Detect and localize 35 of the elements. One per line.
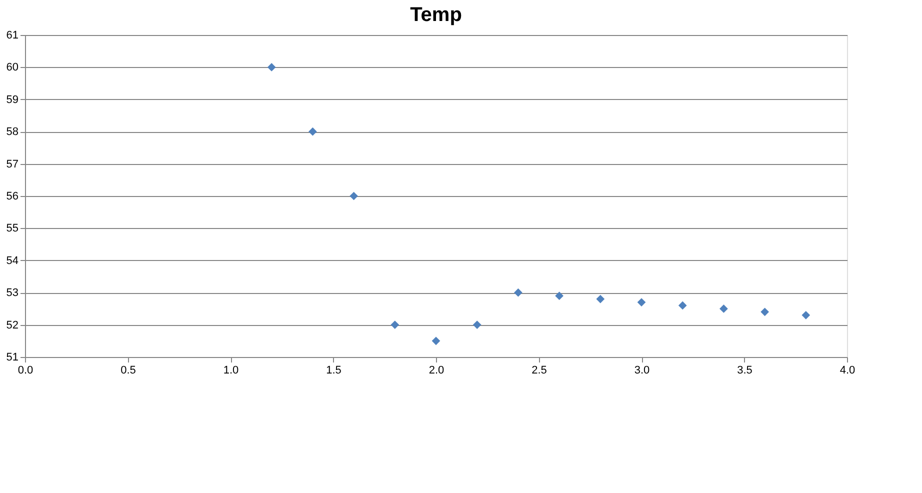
y-tick-label: 56 <box>6 190 18 202</box>
y-tick-label: 57 <box>6 158 18 170</box>
point <box>308 127 317 136</box>
point <box>472 320 482 329</box>
point <box>432 336 440 346</box>
y-tick-label: 53 <box>6 287 18 300</box>
y-tick-label: 52 <box>6 319 18 332</box>
x-tick-label: 3.0 <box>634 364 650 376</box>
y-tick-label: 54 <box>6 254 18 267</box>
point <box>350 192 358 200</box>
point <box>637 298 646 306</box>
y-tick-label: 55 <box>6 222 18 235</box>
point <box>555 292 564 300</box>
y-tick-label: 59 <box>6 94 18 106</box>
x-tick-label: 1.5 <box>326 364 342 376</box>
y-tick-label: 60 <box>6 62 18 74</box>
chart-title: Temp <box>410 4 462 26</box>
point <box>390 320 400 329</box>
point <box>514 288 522 297</box>
x-tick-label: 2.0 <box>428 364 444 376</box>
y-tick-label: 58 <box>6 126 18 138</box>
y-tick-label: 61 <box>6 30 18 42</box>
point <box>596 294 605 304</box>
point <box>267 63 276 72</box>
x-tick-label: 1.0 <box>223 364 239 376</box>
y-tick-label: 51 <box>6 352 18 364</box>
point <box>678 301 687 310</box>
x-tick-label: 0.5 <box>120 364 136 376</box>
x-tick-label: 4.0 <box>840 364 856 376</box>
x-tick-label: 0.0 <box>18 364 34 376</box>
x-tick-label: 2.5 <box>532 364 547 376</box>
point <box>760 308 769 316</box>
point <box>802 310 810 320</box>
x-tick-label: 3.5 <box>737 364 752 376</box>
point <box>720 304 728 313</box>
